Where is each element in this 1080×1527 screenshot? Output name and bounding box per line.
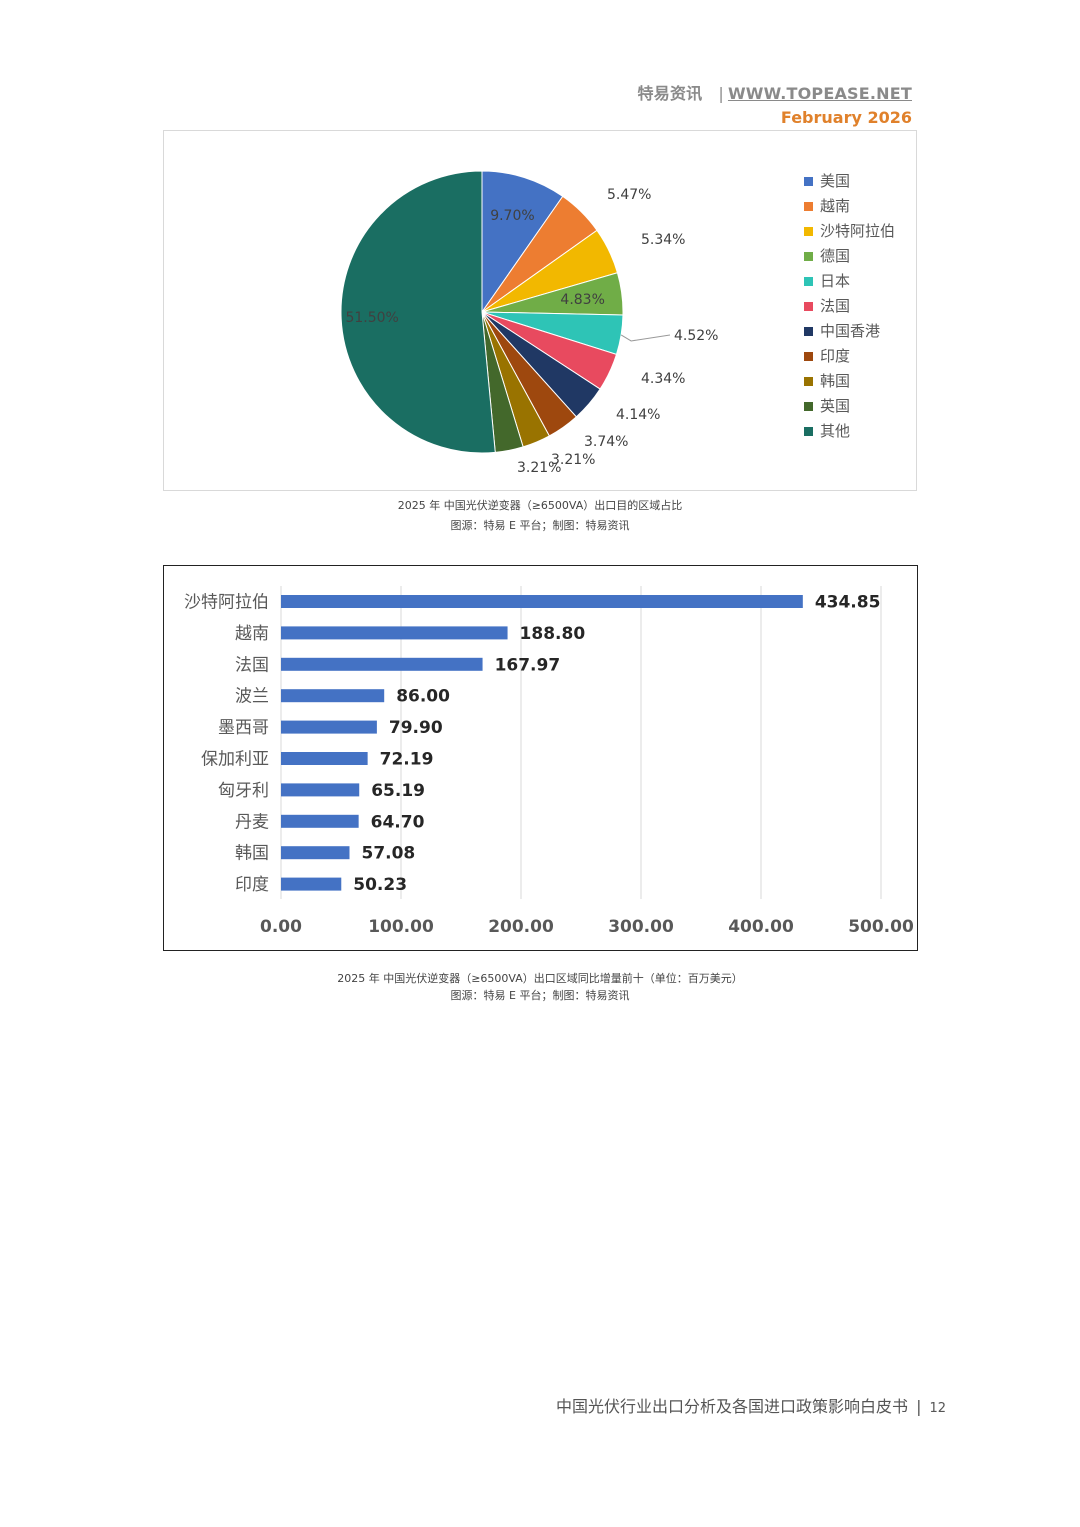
pie-data-label: 4.14% [616, 407, 660, 423]
legend-swatch [804, 302, 813, 311]
bar-chart-frame: 0.00 100.00 200.00 300.00 400.00 500.00 434.85… [163, 565, 918, 951]
legend-swatch [804, 277, 813, 286]
legend-label: 美国 [820, 172, 850, 190]
x-tick-label: 0.00 [260, 917, 302, 937]
pie-chart: 9.70% 5.47% 5.34% 4.83% 4.52% 4.34% 4.14% 3.74%… [340, 170, 895, 476]
pie-data-label: 4.83% [560, 292, 604, 308]
legend-swatch [804, 427, 813, 436]
pie-slice [481, 170, 564, 314]
report-date: February 2026 [780, 108, 912, 127]
y-category-label: 越南 [235, 624, 269, 644]
bar-caption-title: 2025 年 中国光伏逆变器（≥6500VA）出口区域同比增量前十（单位：百万美… [337, 972, 743, 985]
pie-data-label: 3.74% [584, 434, 628, 450]
x-tick-label: 400.00 [728, 917, 794, 937]
y-category-label: 法国 [235, 655, 269, 675]
y-category-label: 韩国 [235, 844, 269, 864]
bar [281, 689, 385, 703]
legend-swatch [804, 202, 813, 211]
legend-label: 德国 [820, 247, 850, 265]
pie-data-label: 3.21% [551, 452, 595, 468]
footer-separator: | [916, 1397, 922, 1416]
legend-swatch [804, 227, 813, 236]
bar-chart: 0.00 100.00 200.00 300.00 400.00 500.00 434.85… [184, 586, 914, 937]
bar-value-label: 167.97 [495, 655, 561, 675]
pie-data-label: 4.34% [641, 371, 685, 387]
bar-value-label: 57.08 [361, 844, 415, 864]
bar-value-label: 86.00 [396, 687, 450, 707]
bar-value-label: 188.80 [520, 624, 586, 644]
x-tick-label: 200.00 [488, 917, 554, 937]
pie-caption-title: 2025 年 中国光伏逆变器（≥6500VA）出口目的区域占比 [397, 499, 683, 512]
bar [281, 626, 508, 640]
pie-data-label: 5.47% [607, 187, 651, 203]
legend-swatch [804, 402, 813, 411]
pie-chart-frame: 9.70% 5.47% 5.34% 4.83% 4.52% 4.34% 4.14% 3.74%… [163, 130, 917, 491]
legend-label: 法国 [820, 297, 850, 315]
legend-label: 英国 [820, 397, 850, 415]
legend-swatch [804, 327, 813, 336]
pie-data-label: 9.70% [490, 208, 534, 224]
pie-caption-source: 图源：特易 E 平台；制图：特易资讯 [450, 519, 630, 532]
bar-value-label: 64.70 [371, 812, 425, 832]
legend-swatch [804, 377, 813, 386]
legend-label: 中国香港 [820, 322, 880, 340]
pie-data-label: 4.52% [674, 328, 718, 344]
bar [281, 657, 483, 671]
pie-slice [340, 170, 496, 454]
bar-caption-source: 图源：特易 E 平台；制图：特易资讯 [450, 989, 630, 1002]
legend-label: 韩国 [820, 372, 850, 390]
brand-name: 特易资讯 [637, 84, 703, 103]
site-url[interactable]: WWW.TOPEASE.NET [727, 84, 912, 103]
y-category-label: 丹麦 [235, 812, 269, 832]
pie-data-label: 5.34% [641, 232, 685, 248]
page-header: 特易资讯 | WWW.TOPEASE.NET February 2026 [638, 80, 912, 127]
bar [281, 720, 377, 734]
y-category-label: 沙特阿拉伯 [184, 593, 269, 613]
legend-label: 日本 [820, 272, 850, 290]
bar-value-label: 434.85 [815, 593, 881, 613]
header-separator: | [718, 84, 724, 103]
x-tick-label: 100.00 [368, 917, 434, 937]
bar-value-label: 72.19 [380, 750, 434, 770]
page-footer: 中国光伏行业出口分析及各国进口政策影响白皮书 | 12 [556, 1393, 946, 1417]
y-category-label: 印度 [235, 875, 269, 895]
legend-swatch [804, 252, 813, 261]
pie-data-label: 3.21% [517, 460, 561, 476]
legend-swatch [804, 352, 813, 361]
legend-label: 越南 [820, 197, 850, 215]
bar [281, 783, 360, 797]
bar [281, 814, 359, 828]
bar [281, 595, 803, 608]
bar [281, 877, 342, 891]
footer-title: 中国光伏行业出口分析及各国进口政策影响白皮书 [556, 1397, 909, 1416]
pie-leader-line [620, 334, 671, 342]
pie-data-label: 51.50% [345, 310, 398, 326]
page-number: 12 [929, 1401, 946, 1416]
x-tick-label: 300.00 [608, 917, 674, 937]
bar [281, 752, 368, 765]
y-category-label: 波兰 [235, 687, 269, 707]
legend-label: 沙特阿拉伯 [820, 222, 895, 240]
bar [281, 846, 350, 860]
y-category-label: 保加利亚 [201, 750, 269, 770]
legend-swatch [804, 177, 813, 186]
x-tick-label: 500.00 [848, 917, 914, 937]
legend-label: 其他 [820, 422, 850, 440]
legend-label: 印度 [820, 347, 850, 365]
y-category-label: 墨西哥 [218, 718, 269, 738]
bar-value-label: 79.90 [389, 718, 443, 738]
bar-value-label: 50.23 [353, 875, 407, 895]
bar-value-label: 65.19 [371, 781, 425, 801]
y-category-label: 匈牙利 [218, 781, 269, 801]
